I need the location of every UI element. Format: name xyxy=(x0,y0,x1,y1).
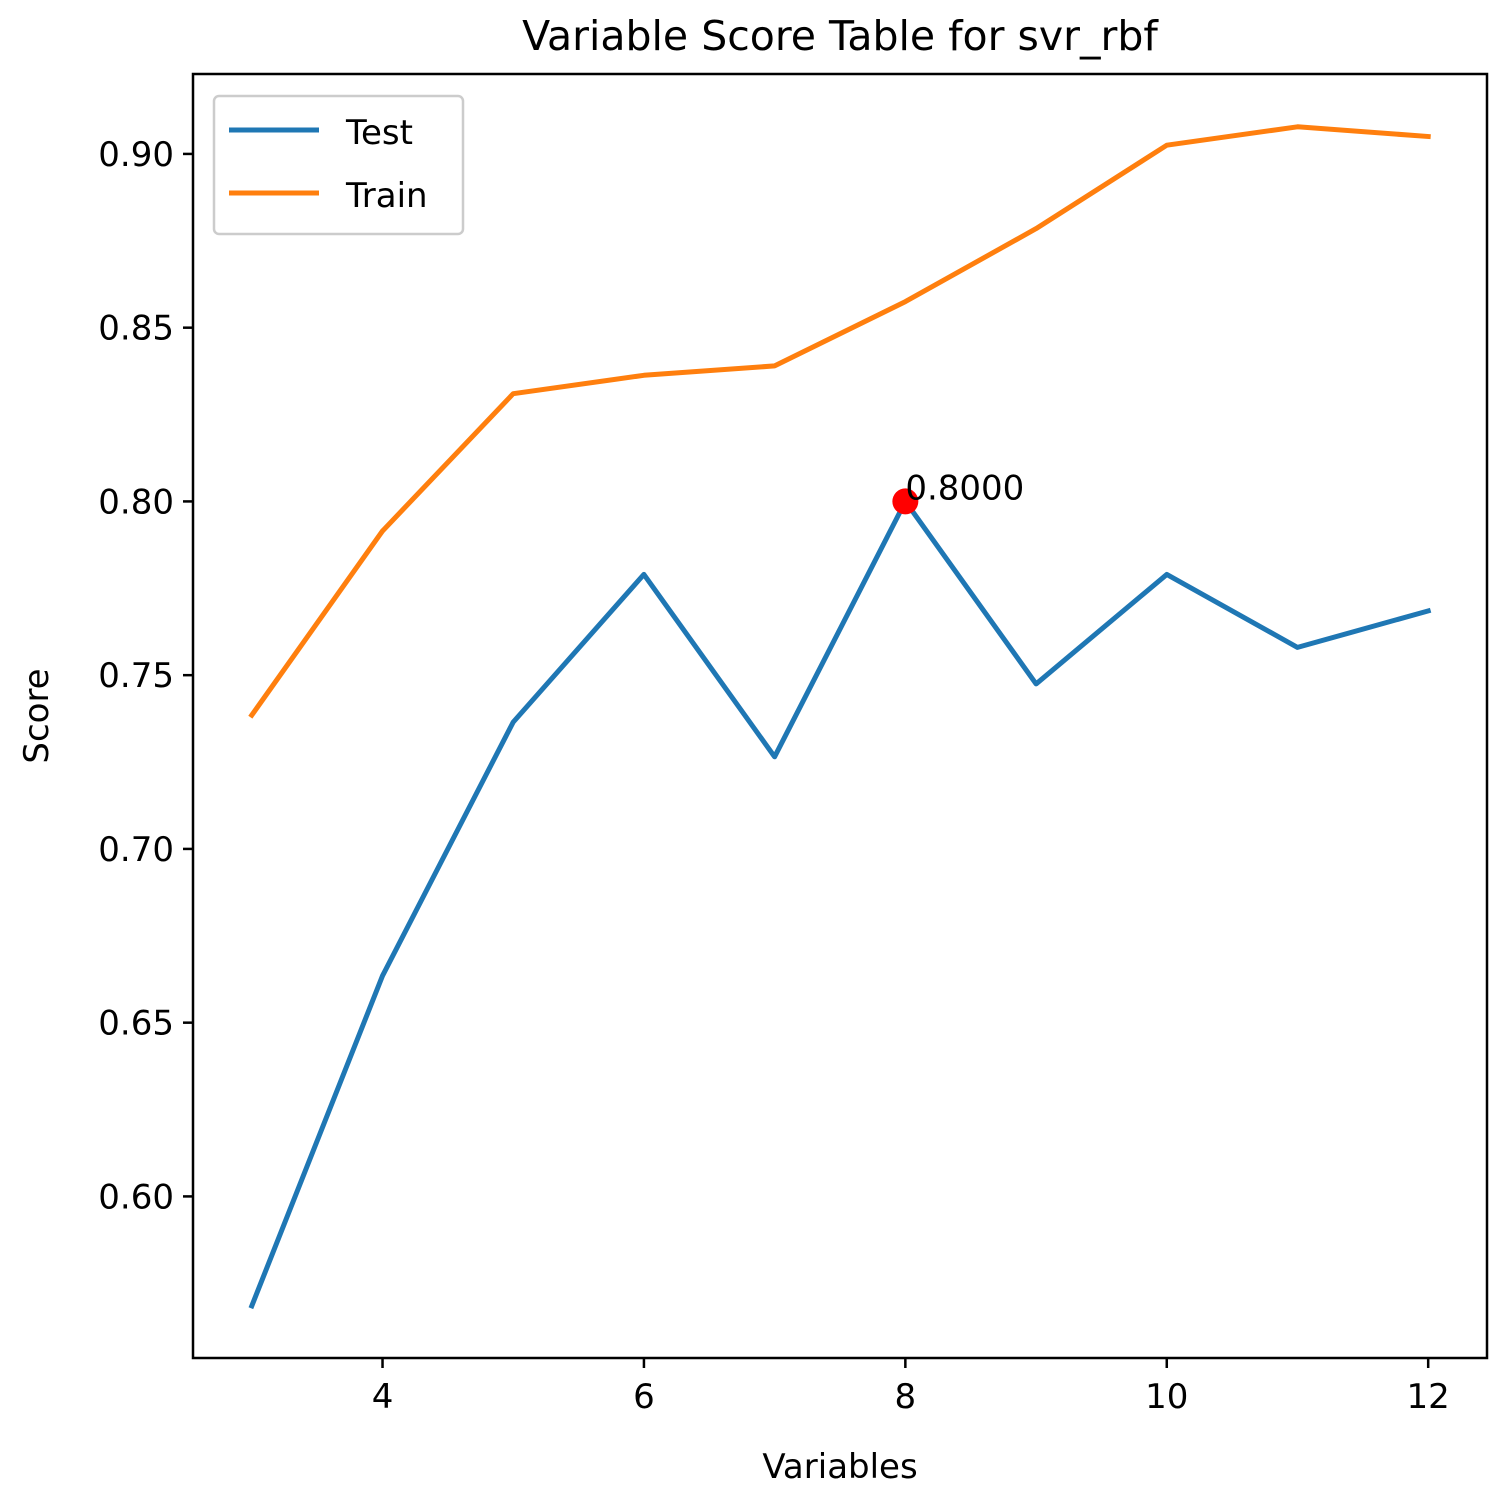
y-axis: 0.60 0.65 0.70 0.75 0.80 0.85 0.90 xyxy=(98,135,193,1217)
legend: Test Train xyxy=(212,94,465,236)
series-line-train xyxy=(248,124,1431,719)
x-tick-label: 12 xyxy=(1407,1377,1450,1417)
plot-frame xyxy=(191,72,1489,1360)
x-tick-label: 8 xyxy=(895,1377,917,1417)
x-axis: 4 6 8 10 12 xyxy=(372,1358,1450,1417)
y-tick-label: 0.90 xyxy=(98,135,174,175)
y-tick-label: 0.80 xyxy=(98,482,174,522)
legend-label-train: Train xyxy=(345,176,428,216)
y-axis-label: Score xyxy=(17,668,57,763)
x-axis-label: Variables xyxy=(762,1447,917,1487)
y-tick-label: 0.60 xyxy=(98,1177,174,1217)
x-tick-label: 4 xyxy=(372,1377,394,1417)
best-score-label: 0.8000 xyxy=(905,468,1024,508)
x-tick-label: 10 xyxy=(1145,1377,1188,1417)
series-layer xyxy=(248,124,1432,1310)
y-tick-label: 0.75 xyxy=(98,656,174,696)
y-tick-label: 0.85 xyxy=(98,309,174,349)
x-tick-label: 6 xyxy=(633,1377,655,1417)
legend-label-test: Test xyxy=(345,113,413,153)
chart-title: Variable Score Table for svr_rbf xyxy=(522,12,1159,60)
highlight-layer: 0.8000 xyxy=(892,468,1024,515)
y-tick-label: 0.70 xyxy=(98,830,174,870)
y-tick-label: 0.65 xyxy=(98,1004,174,1044)
best-score-marker xyxy=(892,488,919,515)
series-line-test xyxy=(248,498,1432,1310)
